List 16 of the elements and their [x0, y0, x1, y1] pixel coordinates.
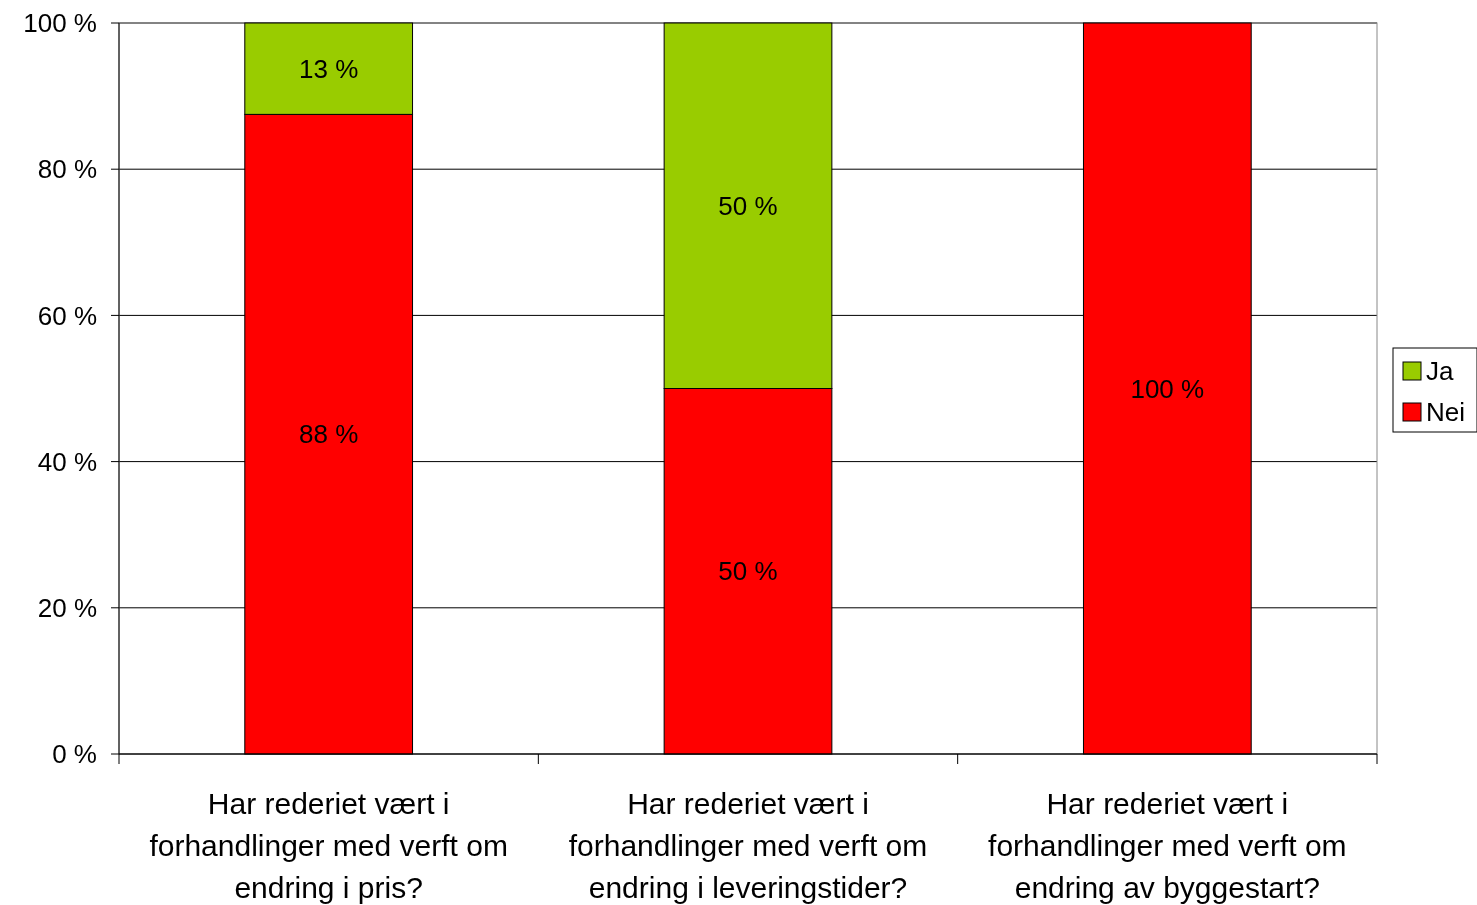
y-tick-label: 100 %	[23, 8, 97, 39]
data-label: 100 %	[1130, 373, 1205, 404]
y-tick-label: 60 %	[37, 300, 97, 331]
y-tick-label: 80 %	[37, 154, 97, 185]
legend-label: Ja	[1426, 356, 1454, 387]
y-tick-label: 20 %	[37, 592, 97, 623]
x-tick-label: Har rederiet vært i forhandlinger med verft om endring av byggestart?	[988, 787, 1347, 904]
data-label: 88 %	[299, 419, 359, 450]
data-label: 13 %	[299, 53, 359, 84]
data-label: 50 %	[718, 190, 778, 221]
y-tick-label: 40 %	[37, 446, 97, 477]
y-tick-label: 0 %	[52, 739, 97, 770]
x-tick-label: Har rederiet vært i forhandlinger med verft om endring i pris?	[149, 787, 508, 904]
legend-label: Nei	[1426, 397, 1466, 428]
x-tick-label: Har rederiet vært i forhandlinger med verft om endring i leveringstider?	[568, 787, 928, 904]
data-label: 50 %	[718, 556, 778, 587]
